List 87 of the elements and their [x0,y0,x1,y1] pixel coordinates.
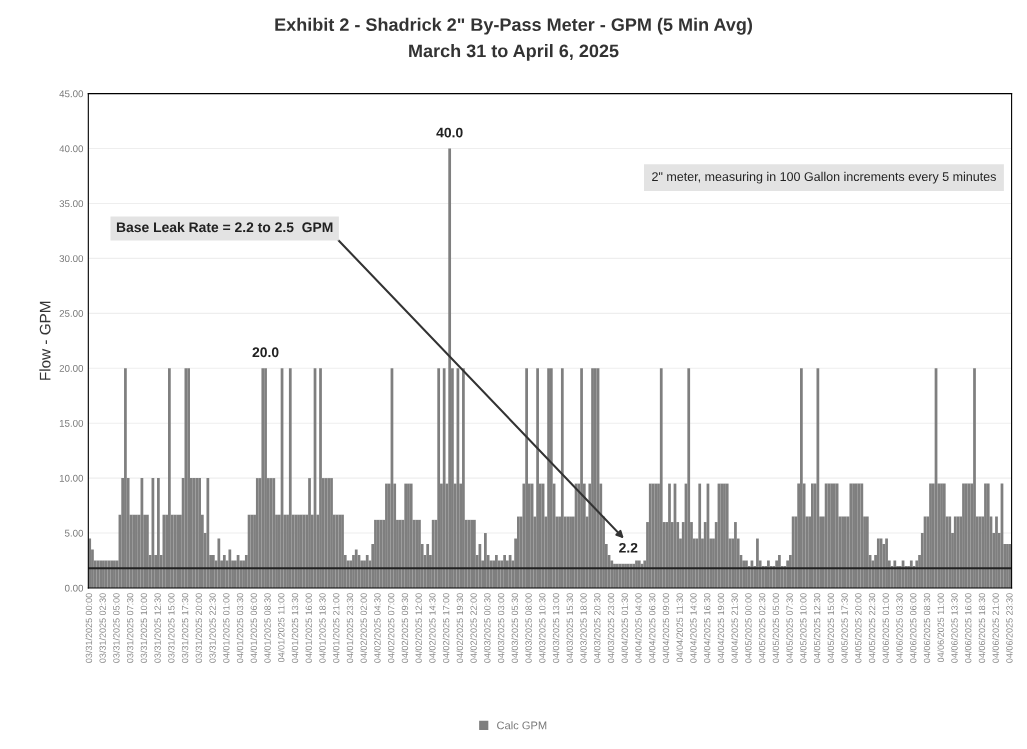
x-tick-label: 04/03/2025 15:30 [566,593,573,663]
x-tick-label: 03/31/2025 05:00 [112,593,120,663]
x-tick-label: 03/31/2025 17:30 [181,593,189,663]
x-tick-label: 04/02/2025 12:00 [415,593,422,663]
x-tick-label: 04/04/2025 16:30 [703,593,711,663]
y-tick-label: 40.00 [59,145,84,153]
annotation: 2" meter, measuring in 100 Gallon increments every 5 minutes [652,171,996,184]
x-tick-label: 04/02/2025 09:30 [401,593,409,663]
x-tick-label: 04/04/2025 21:30 [731,593,738,663]
y-tick-label: 30.00 [59,255,84,263]
x-tick-label: 04/05/2025 10:00 [799,593,807,663]
x-tick-label: 04/02/2025 22:00 [470,593,477,663]
x-tick-label: 04/01/2025 08:30 [264,593,271,663]
x-tick-label: 04/02/2025 07:00 [387,593,395,663]
x-tick-label: 04/01/2025 06:00 [250,593,257,663]
data-label: 2.2 [619,542,638,553]
x-tick-label: 04/01/2025 01:00 [222,593,230,663]
x-tick-label: 03/31/2025 00:00 [85,593,93,663]
x-tick-label: 04/03/2025 08:00 [525,593,532,663]
x-tick-label: 04/01/2025 11:00 [277,593,285,663]
y-tick-label: 45.00 [59,90,84,98]
x-tick-label: 04/06/2025 08:30 [923,593,931,663]
x-tick-label: 03/31/2025 22:30 [209,593,216,663]
x-tick-label: 04/03/2025 00:30 [483,593,491,663]
annotation: Base Leak Rate = 2.2 to 2.5 GPM [116,221,333,233]
x-tick-label: 04/05/2025 07:30 [786,593,793,663]
x-tick-label: 04/02/2025 14:30 [428,593,436,663]
x-tick-label: 04/04/2025 14:00 [690,593,697,663]
x-tick-label: 04/06/2025 13:30 [951,593,958,663]
x-tick-label: 04/05/2025 05:00 [772,593,780,663]
x-tick-label: 03/31/2025 10:00 [140,593,148,663]
data-label: 20.0 [252,347,279,358]
x-tick-label: 04/04/2025 04:00 [635,593,642,663]
y-tick-label: 35.00 [59,200,84,208]
chart-subtitle: March 31 to April 6, 2025 [409,44,619,61]
x-tick-label: 04/05/2025 12:30 [813,593,821,663]
y-tick-label: 20.00 [59,364,84,372]
x-tick-label: 04/06/2025 18:30 [978,593,986,663]
x-tick-label: 04/03/2025 13:00 [552,593,560,663]
x-tick-label: 04/06/2025 01:00 [882,593,889,663]
x-tick-label: 04/02/2025 17:00 [442,593,450,663]
x-tick-label: 03/31/2025 02:30 [99,593,106,663]
x-tick-label: 04/04/2025 09:00 [662,593,670,663]
y-axis-title: Flow - GPM [39,301,51,380]
x-tick-label: 04/02/2025 02:00 [360,593,367,663]
y-tick-label: 0.00 [64,584,84,592]
legend-label: Calc GPM [497,721,547,730]
x-tick-label: 04/01/2025 23:30 [346,593,354,663]
x-tick-label: 04/01/2025 03:30 [236,593,244,663]
x-tick-label: 04/04/2025 06:30 [648,593,656,663]
x-tick-label: 03/31/2025 12:30 [154,593,161,663]
x-tick-label: 04/04/2025 11:30 [676,593,683,663]
x-tick-label: 04/06/2025 11:00 [937,593,944,663]
x-tick-label: 03/31/2025 15:00 [167,593,175,663]
x-tick-label: 04/06/2025 16:00 [964,593,972,663]
x-tick-label: 04/06/2025 06:00 [909,593,917,663]
x-tick-label: 04/03/2025 10:30 [538,593,546,663]
x-tick-label: 04/02/2025 19:30 [456,593,464,663]
x-tick-label: 04/05/2025 00:00 [744,593,752,663]
chart-title: Exhibit 2 - Shadrick 2" By-Pass Meter - GPM (5 Min Avg) [275,17,752,35]
x-tick-label: 04/04/2025 01:30 [621,593,628,663]
y-tick-label: 10.00 [59,474,84,482]
x-tick-label: 04/01/2025 16:00 [305,593,312,663]
y-tick-label: 15.00 [59,419,84,427]
data-label: 40.0 [436,127,463,138]
x-tick-label: 04/03/2025 23:00 [607,593,615,663]
x-tick-label: 04/05/2025 22:30 [868,593,876,663]
x-tick-label: 04/03/2025 20:30 [593,593,601,663]
x-tick-label: 03/31/2025 07:30 [126,593,134,663]
x-tick-label: 04/03/2025 18:00 [580,593,587,663]
x-tick-label: 04/02/2025 04:30 [374,593,381,663]
x-tick-label: 04/01/2025 21:00 [332,593,340,663]
y-tick-label: 25.00 [59,310,84,317]
x-tick-label: 04/05/2025 02:30 [758,593,766,663]
x-tick-label: 04/05/2025 17:30 [841,593,848,663]
x-tick-label: 04/05/2025 20:00 [854,593,862,663]
x-tick-label: 04/06/2025 23:30 [1006,593,1013,663]
x-tick-label: 04/06/2025 03:30 [896,593,903,663]
y-tick-label: 5.00 [64,529,84,537]
x-tick-label: 03/31/2025 20:00 [195,593,203,663]
x-tick-label: 04/03/2025 03:00 [497,593,505,663]
x-tick-label: 04/04/2025 19:00 [717,593,725,663]
x-tick-label: 04/01/2025 13:30 [291,593,299,663]
x-tick-label: 04/01/2025 18:30 [319,593,326,663]
x-tick-label: 04/05/2025 15:00 [827,593,835,663]
x-tick-label: 04/03/2025 05:30 [511,593,519,663]
x-tick-label: 04/06/2025 21:00 [992,593,999,663]
